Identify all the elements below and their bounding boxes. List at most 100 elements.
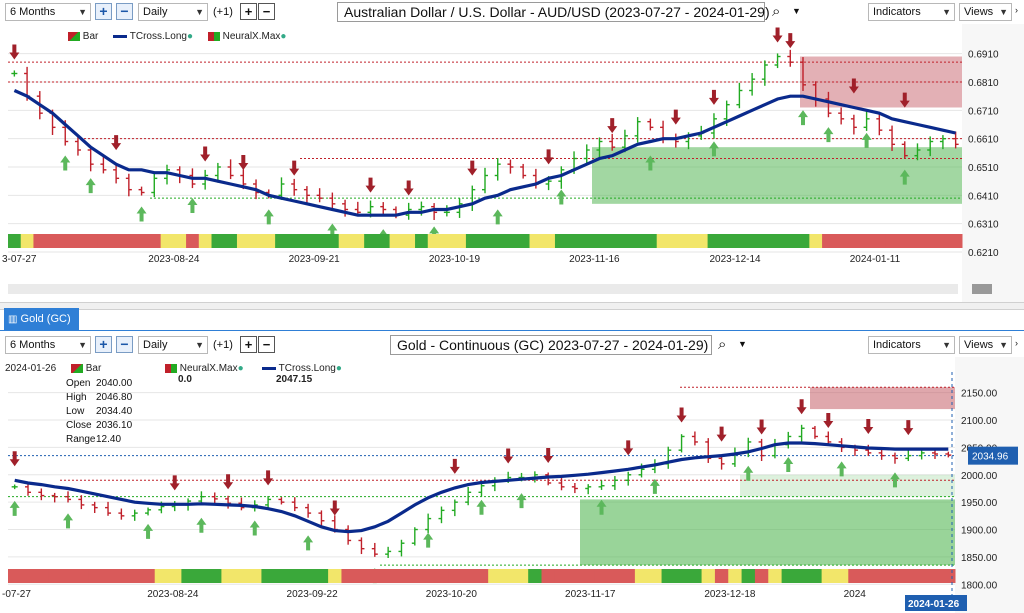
period-select[interactable]: 6 Months ▼ <box>5 3 91 21</box>
legend-date: 2024-01-26 <box>5 363 57 374</box>
gold-chart[interactable]: 2150.002100.002050.002000.001950.001900.… <box>0 357 1024 613</box>
last-date-tag <box>905 595 967 611</box>
price-bar <box>164 164 170 185</box>
period-select[interactable]: 6 Months ▼ <box>5 336 91 354</box>
zoom-in-button[interactable]: + <box>95 3 112 20</box>
range-label: Range <box>66 434 96 445</box>
y-tick-label: 0.6410 <box>968 191 999 202</box>
buy-arrow-icon <box>423 532 434 548</box>
x-tick-label: 2024 <box>844 589 867 600</box>
price-bar <box>596 137 603 158</box>
neuralx-strip-cell <box>376 234 391 248</box>
buy-arrow-icon <box>327 223 338 239</box>
tab-bar-line <box>0 330 1024 331</box>
buy-arrow-icon <box>899 169 910 185</box>
price-bar <box>583 144 590 165</box>
neuralx-strip-cell <box>941 569 956 583</box>
neuralx-strip-cell <box>688 569 703 583</box>
neuralx-strip-cell <box>720 234 734 248</box>
neuralx-strip-cell <box>809 234 823 248</box>
buy-arrow-icon <box>60 155 71 171</box>
chevron-down-icon[interactable]: ▼ <box>738 339 747 349</box>
y-tick-label: 1950.00 <box>961 498 998 509</box>
neuralx-strip-cell <box>928 569 943 583</box>
zoom-out-button[interactable]: − <box>116 336 133 353</box>
neuralx-strip-cell <box>768 569 783 583</box>
chevron-down-icon: ▼ <box>195 7 204 17</box>
neuralx-strip-cell <box>488 569 503 583</box>
search-icon[interactable]: ⌕ <box>718 336 727 353</box>
sell-arrow-icon <box>785 33 796 49</box>
neuralx-strip-cell <box>364 234 378 248</box>
remove-bar-button[interactable]: − <box>258 336 275 353</box>
chevron-down-icon: ▼ <box>999 7 1008 17</box>
price-bar <box>358 537 365 555</box>
chevron-right-icon[interactable]: › <box>1015 338 1018 348</box>
neuralx-strip-cell <box>594 569 609 583</box>
price-bar <box>118 508 125 520</box>
buy-arrow-icon <box>492 209 503 225</box>
neuralx-strip-cell <box>794 569 809 583</box>
price-bar <box>100 156 107 174</box>
neuralx-strip-cell <box>834 234 849 248</box>
neuralx-strip-cell <box>71 234 85 248</box>
neuralx-strip-cell <box>408 569 422 583</box>
chevron-down-icon: ▼ <box>195 340 204 350</box>
search-icon[interactable]: ⌕ <box>772 3 781 20</box>
neuralx-strip-cell <box>448 569 462 583</box>
neuralx-strip-cell <box>338 234 352 248</box>
buy-arrow-icon <box>556 189 567 205</box>
scrollbar-thumb[interactable] <box>972 284 992 294</box>
neuralx-strip-cell <box>122 234 136 248</box>
neuralx-strip-cell <box>381 569 396 583</box>
neuralx-strip-cell <box>634 569 649 583</box>
tcross-long-line <box>14 441 949 534</box>
price-bar <box>451 499 458 517</box>
sell-arrow-icon <box>863 418 874 434</box>
neuralx-strip-cell <box>261 569 276 583</box>
sell-arrow-icon <box>9 451 20 467</box>
sell-arrow-icon <box>9 44 20 60</box>
chevron-right-icon[interactable]: › <box>1015 5 1018 15</box>
neuralx-strip-cell <box>898 234 912 248</box>
price-bar <box>811 425 818 439</box>
indicators-button[interactable]: Indicators ▼ <box>868 3 955 21</box>
zoom-out-button[interactable]: − <box>116 3 133 20</box>
indicators-button[interactable]: Indicators ▼ <box>868 336 955 354</box>
zoom-in-button[interactable]: + <box>95 336 112 353</box>
price-bar <box>889 125 896 151</box>
neuralx-strip-cell <box>288 569 302 583</box>
panel-divider <box>0 302 1024 310</box>
buy-arrow-icon <box>303 535 314 551</box>
gold-tab[interactable]: ▥ Gold (GC) <box>4 308 79 330</box>
neuralx-strip-cell <box>465 234 480 248</box>
price-bar <box>878 448 885 460</box>
buy-arrow-icon <box>263 209 274 225</box>
neuralx-strip-cell <box>847 234 861 248</box>
interval-select[interactable]: Daily ▼ <box>138 3 208 21</box>
neuralx-strip-cell <box>901 569 916 583</box>
neuralx-strip-cell <box>194 569 209 583</box>
neuralx-strip-cell <box>61 569 76 583</box>
interval-select[interactable]: Daily ▼ <box>138 336 208 354</box>
add-bar-button[interactable]: + <box>240 336 257 353</box>
neuralx-strip-cell <box>8 234 22 248</box>
price-bar <box>678 434 685 453</box>
horizontal-scrollbar[interactable] <box>8 284 958 294</box>
price-bar <box>131 509 138 521</box>
symbol-title-box[interactable]: Australian Dollar / U.S. Dollar - AUD/US… <box>337 2 770 22</box>
add-bar-button[interactable]: + <box>240 3 257 20</box>
price-bar <box>691 431 698 446</box>
remove-bar-button[interactable]: − <box>258 3 275 20</box>
neuralx-strip-cell <box>34 569 49 583</box>
views-button[interactable]: Views ▼ <box>959 3 1012 21</box>
views-button[interactable]: Views ▼ <box>959 336 1012 354</box>
audusd-chart[interactable]: 0.6910 0.6810 0.6710 0.6610 0.6510 0.6410 0.63… <box>0 24 1024 302</box>
neuralx-strip-cell <box>860 234 874 248</box>
legend-bar-label: Bar <box>82 31 99 42</box>
neuralx-strip-cell <box>796 234 810 248</box>
support-zone <box>580 499 955 566</box>
chevron-down-icon[interactable]: ▼ <box>792 6 801 16</box>
symbol-title-box[interactable]: Gold - Continuous (GC) 2023-07-27 - 2024… <box>390 335 712 355</box>
neuralx-strip-cell <box>669 234 683 248</box>
